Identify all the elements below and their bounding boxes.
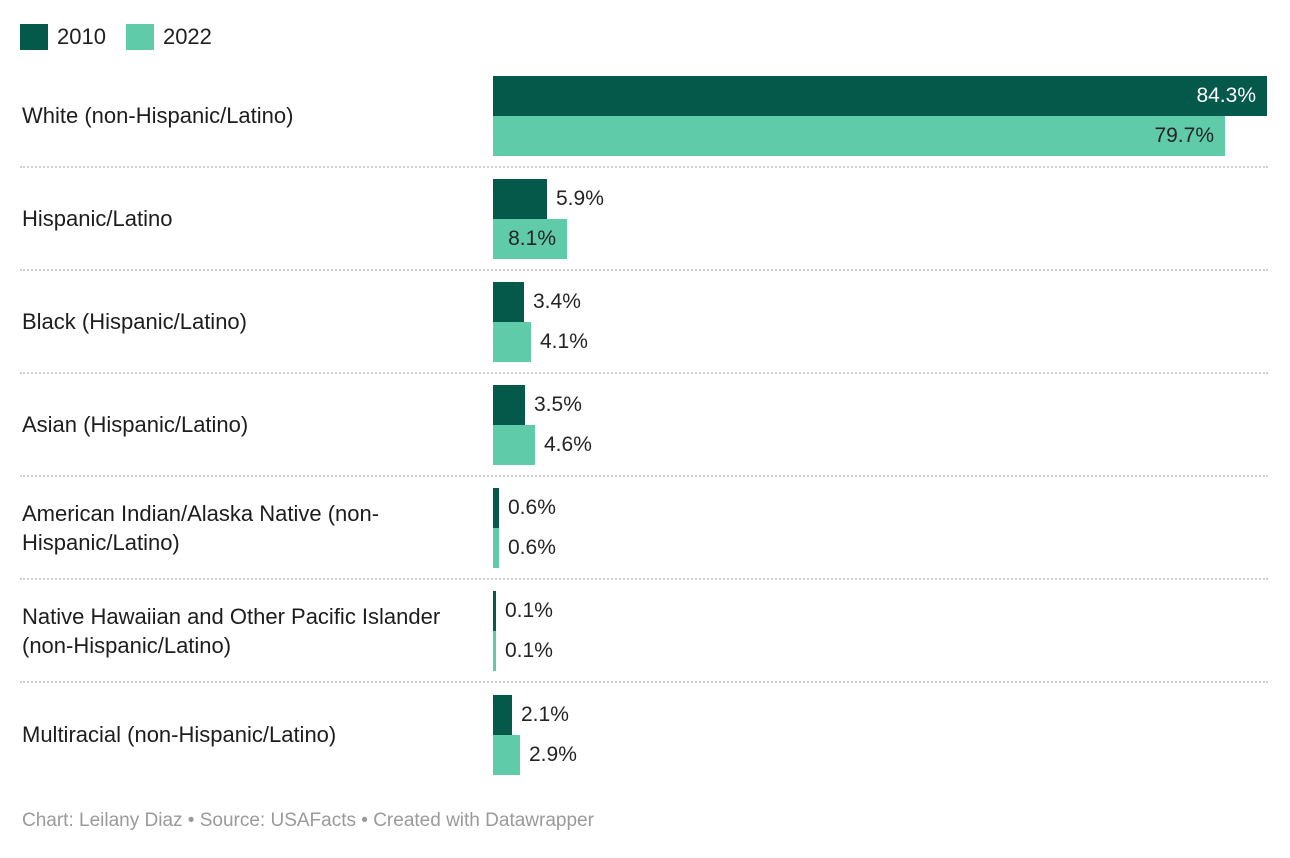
bar-2022: 8.1% — [493, 218, 567, 259]
category-label: Asian (Hispanic/Latino) — [22, 412, 249, 437]
value-label: 0.6% — [508, 535, 556, 559]
bar-line: 3.4% — [493, 281, 1273, 322]
bar-group: 5.9% 8.1% — [493, 178, 1273, 259]
bar-line: 4.6% — [493, 424, 1273, 465]
bar-group: 2.1% 2.9% — [493, 694, 1273, 775]
category-label: Multiracial (non-Hispanic/Latino) — [22, 722, 337, 747]
bar-line: 3.5% — [493, 384, 1273, 425]
chart-row: Asian (Hispanic/Latino) 3.5% 4.6% — [20, 374, 1268, 477]
bar-2022 — [493, 424, 535, 465]
value-label: 5.9% — [556, 186, 604, 210]
value-label: 4.1% — [540, 329, 588, 353]
chart-row: White (non-Hispanic/Latino) 84.3% 79.7% — [20, 65, 1268, 168]
value-label: 84.3% — [1196, 83, 1256, 107]
bar-2010: 84.3% — [493, 75, 1267, 116]
bar-line: 0.6% — [493, 487, 1273, 528]
legend-label-2010: 2010 — [57, 24, 106, 49]
bar-2022 — [493, 630, 496, 671]
legend-label-2022: 2022 — [162, 24, 212, 49]
bar-group: 3.4% 4.1% — [493, 281, 1273, 362]
legend-item-2010: 2010 — [20, 24, 106, 50]
bar-group: 0.6% 0.6% — [493, 487, 1273, 568]
bar-line: 2.9% — [493, 734, 1273, 775]
value-label: 2.1% — [521, 702, 569, 726]
bar-2010 — [493, 178, 547, 219]
category-label: American Indian/Alaska Native (non-Hispa… — [22, 500, 380, 555]
bar-2010 — [493, 487, 499, 528]
chart-row: Native Hawaiian and Other Pacific Island… — [20, 580, 1268, 683]
value-label: 3.4% — [533, 289, 581, 313]
chart-rows: White (non-Hispanic/Latino) 84.3% 79.7% His… — [0, 65, 1290, 786]
category-label: Black (Hispanic/Latino) — [22, 309, 247, 334]
bar-2022: 79.7% — [493, 115, 1225, 156]
legend: 2010 2022 — [20, 24, 212, 50]
legend-swatch-2010 — [20, 24, 48, 50]
legend-item-2022: 2022 — [125, 24, 212, 50]
bar-2010 — [493, 281, 524, 322]
bar-line: 8.1% — [493, 218, 1273, 259]
bar-2010 — [493, 384, 525, 425]
value-label: 0.1% — [505, 638, 553, 662]
value-label: 0.6% — [508, 495, 556, 519]
legend-swatch-2022 — [125, 24, 154, 50]
category-label: White (non-Hispanic/Latino) — [22, 103, 294, 128]
bar-2010 — [493, 694, 512, 735]
chart-row: American Indian/Alaska Native (non-Hispa… — [20, 477, 1268, 580]
bar-line: 2.1% — [493, 694, 1273, 735]
bar-line: 0.1% — [493, 630, 1273, 671]
bar-2010 — [493, 590, 496, 631]
chart-row: Hispanic/Latino 5.9% 8.1% — [20, 168, 1268, 271]
category-label: Hispanic/Latino — [22, 206, 173, 231]
category-label: Native Hawaiian and Other Pacific Island… — [22, 603, 441, 658]
chart-row: Multiracial (non-Hispanic/Latino) 2.1% 2.9… — [20, 683, 1268, 786]
bar-2022 — [493, 321, 531, 362]
bar-line: 5.9% — [493, 178, 1273, 219]
bar-line: 0.6% — [493, 527, 1273, 568]
bar-line: 0.1% — [493, 590, 1273, 631]
value-label: 8.1% — [508, 226, 556, 250]
chart-attribution: Chart: Leilany Diaz • Source: USAFacts •… — [22, 810, 594, 831]
bar-line: 79.7% — [493, 115, 1273, 156]
value-label: 79.7% — [1154, 123, 1214, 147]
bar-line: 84.3% — [493, 75, 1273, 116]
bar-group: 84.3% 79.7% — [493, 75, 1273, 156]
chart-row: Black (Hispanic/Latino) 3.4% 4.1% — [20, 271, 1268, 374]
bar-group: 0.1% 0.1% — [493, 590, 1273, 671]
value-label: 3.5% — [534, 392, 582, 416]
bar-line: 4.1% — [493, 321, 1273, 362]
value-label: 4.6% — [544, 432, 592, 456]
value-label: 0.1% — [505, 598, 553, 622]
bar-group: 3.5% 4.6% — [493, 384, 1273, 465]
value-label: 2.9% — [529, 742, 577, 766]
bar-2022 — [493, 734, 520, 775]
bar-2022 — [493, 527, 499, 568]
